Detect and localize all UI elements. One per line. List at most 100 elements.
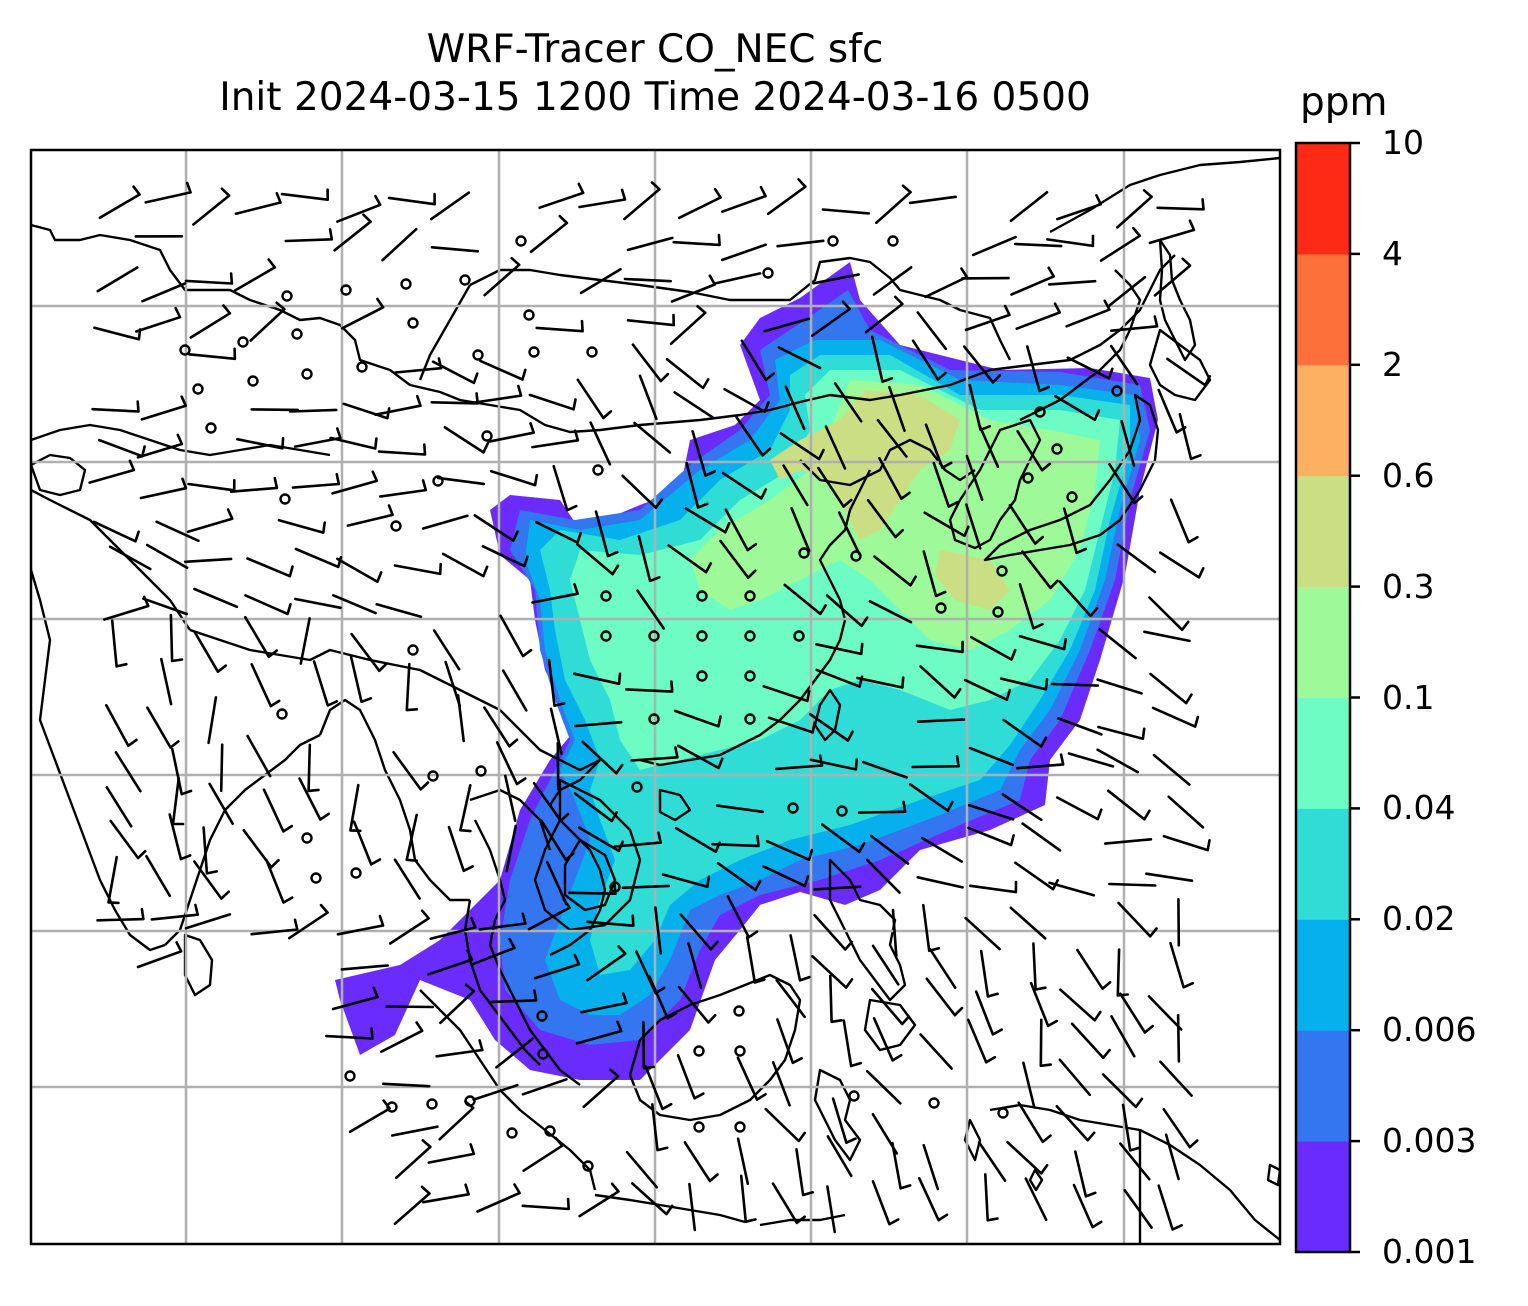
wind-barb: [533, 953, 581, 980]
wind-barb: [925, 977, 964, 1017]
wind-barb: [405, 662, 419, 712]
wind-barb: [771, 1061, 791, 1107]
wind-barb: [1169, 941, 1195, 989]
wind-barb: [110, 619, 128, 668]
calm-marker: [386, 1101, 398, 1113]
wind-barb: [421, 514, 469, 530]
map-gridlines: [31, 150, 1280, 1244]
wind-barb: [107, 855, 120, 905]
wind-barb: [775, 978, 806, 1019]
wind-barb: [813, 913, 854, 951]
coast-borneo: [628, 973, 802, 1122]
calm-marker: [744, 713, 756, 725]
wind-barb: [439, 983, 476, 1025]
calm-marker: [481, 430, 493, 442]
wind-barb: [576, 543, 620, 576]
calm-marker: [850, 550, 862, 562]
wind-barb: [171, 747, 193, 796]
wind-barb: [762, 685, 811, 703]
wind-barb: [651, 1103, 669, 1152]
wind-barb: [1026, 345, 1050, 393]
wind-barb: [1066, 356, 1114, 380]
wind-barb: [911, 755, 960, 769]
wind-barb: [979, 949, 999, 998]
wind-barb: [908, 783, 954, 812]
wind-barb: [672, 233, 721, 247]
wind-barb: [774, 754, 824, 771]
wind-barb: [572, 672, 622, 686]
title-line-1: WRF-Tracer CO_NEC sfc: [426, 27, 884, 72]
wind-barb: [549, 707, 563, 755]
wind-barb: [677, 744, 724, 770]
wind-barb: [96, 907, 145, 922]
wind-barb: [294, 597, 342, 610]
wind-barb: [1056, 194, 1103, 221]
calm-marker: [992, 606, 1004, 618]
wind-barb: [298, 777, 330, 821]
wind-barb: [932, 461, 959, 508]
wind-barb: [374, 394, 422, 416]
wind-barb: [919, 1033, 953, 1070]
wind-barb: [736, 1056, 767, 1101]
map-frame: [29, 148, 1282, 1246]
wind-barb: [546, 860, 568, 906]
wind-barb: [336, 557, 383, 583]
calm-marker: [1051, 443, 1063, 455]
calm-marker: [1066, 491, 1078, 503]
wind-barb: [284, 228, 334, 243]
coast-hokkaido: [1148, 328, 1212, 402]
wind-barb: [342, 402, 391, 420]
wind-barb: [1009, 191, 1049, 223]
wind-barb: [250, 663, 281, 708]
calm-marker: [696, 670, 708, 682]
wind-barb: [1162, 834, 1211, 852]
border-india-pak: [31, 488, 191, 631]
wind-barb: [532, 782, 570, 823]
wind-barb: [193, 587, 239, 609]
wind-barb: [984, 1173, 999, 1222]
wind-barb: [184, 272, 234, 285]
wind-barb: [676, 1054, 705, 1100]
wind-barb: [891, 908, 898, 958]
wind-barb: [685, 461, 709, 509]
wind-barb: [459, 784, 472, 833]
wind-barb: [970, 635, 1017, 661]
calm-marker: [693, 1121, 705, 1133]
wind-barb: [1055, 796, 1103, 821]
colorbar-tick-label: 0.6: [1382, 455, 1435, 495]
wind-barb: [1158, 551, 1205, 579]
wind-barb: [352, 820, 382, 866]
wind-barb: [1120, 419, 1136, 467]
wind-barb: [578, 1182, 620, 1218]
wind-barb: [1002, 718, 1048, 748]
wind-barb: [375, 603, 423, 618]
wind-barb: [766, 178, 807, 216]
wind-barb: [183, 557, 233, 564]
wind-barb: [1008, 503, 1044, 545]
wind-barb: [809, 758, 858, 771]
wind-barb: [1016, 430, 1052, 472]
wind-barb: [393, 562, 442, 576]
wind-barb: [922, 1143, 940, 1191]
calm-marker: [205, 422, 217, 434]
wind-barb: [1098, 628, 1137, 660]
calm-marker: [426, 1098, 438, 1110]
wind-barb: [661, 873, 711, 888]
wind-barb: [265, 858, 294, 904]
wind-barb: [438, 1100, 475, 1141]
wind-barb: [307, 743, 320, 793]
wind-barb: [234, 191, 282, 215]
wind-barb: [1048, 881, 1096, 897]
wind-barb: [1018, 635, 1067, 651]
wind-barb: [1152, 753, 1191, 786]
wind-barb: [114, 751, 142, 793]
wind-barb: [630, 746, 679, 762]
calm-marker: [793, 630, 805, 642]
coast-india-west: [31, 569, 166, 952]
wind-barb: [1050, 682, 1100, 687]
wind-barb: [1096, 678, 1143, 695]
wind-barb: [745, 935, 766, 984]
wind-barb: [242, 829, 280, 869]
coast-sri-lanka: [183, 933, 214, 997]
wind-barb: [430, 246, 480, 253]
